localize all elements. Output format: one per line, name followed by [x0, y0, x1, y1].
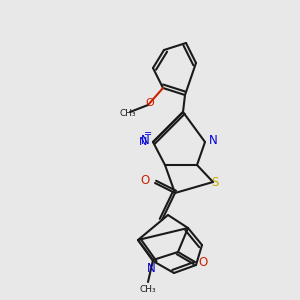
Text: N: N	[141, 134, 149, 146]
Text: O: O	[146, 98, 154, 108]
Text: O: O	[140, 175, 150, 188]
Text: O: O	[198, 256, 208, 268]
Text: N: N	[208, 134, 217, 146]
Text: N: N	[139, 137, 147, 147]
Text: CH₃: CH₃	[140, 286, 156, 295]
Text: N: N	[147, 262, 155, 275]
Text: =: =	[144, 129, 152, 139]
Text: S: S	[211, 176, 219, 190]
Text: CH₃: CH₃	[120, 109, 136, 118]
